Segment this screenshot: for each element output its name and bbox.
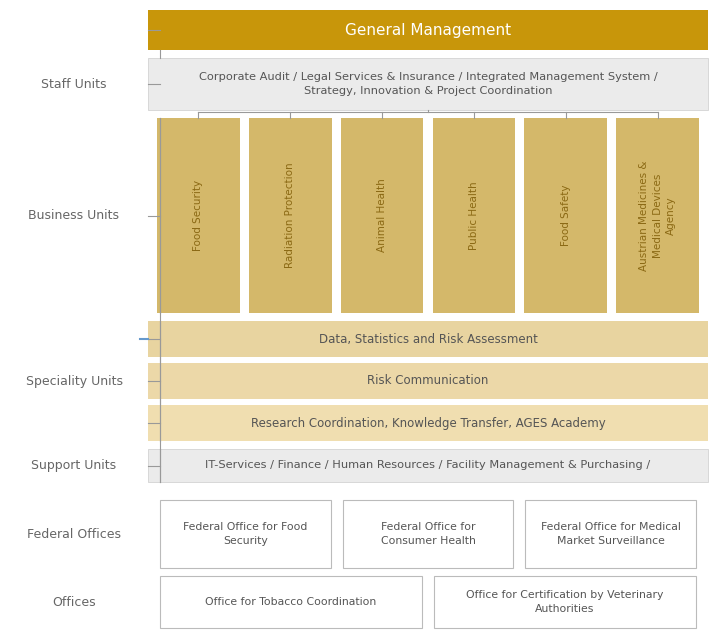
Text: Federal Office for
Consumer Health: Federal Office for Consumer Health [381,522,475,546]
Text: Speciality Units: Speciality Units [25,375,122,387]
Bar [148,449,708,482]
Text: Business Units: Business Units [29,209,120,222]
Text: Data, Statistics and Risk Assessment: Data, Statistics and Risk Assessment [318,332,537,346]
Bar [343,500,513,568]
Bar [160,500,330,568]
Text: Support Units: Support Units [32,459,117,472]
Text: Risk Communication: Risk Communication [367,375,489,387]
Text: Public Health: Public Health [469,181,479,250]
Bar [160,576,422,628]
Text: Offices: Offices [52,595,96,609]
Text: Austrian Medicines &
Medical Devices
Agency: Austrian Medicines & Medical Devices Age… [639,161,676,270]
Text: Food Security: Food Security [194,180,204,251]
Bar [148,363,708,399]
Bar [148,405,708,441]
Bar [148,321,708,357]
Bar [616,118,699,313]
Bar [526,500,696,568]
Text: Staff Units: Staff Units [41,78,107,90]
Text: Federal Office for Medical
Market Surveillance: Federal Office for Medical Market Survei… [541,522,680,546]
Text: Federal Office for Food
Security: Federal Office for Food Security [183,522,307,546]
Bar [148,58,708,110]
Text: Office for Certification by Veterinary
Authorities: Office for Certification by Veterinary A… [467,590,664,614]
Text: Office for Tobacco Coordination: Office for Tobacco Coordination [205,597,377,607]
Text: Research Coordination, Knowledge Transfer, AGES Academy: Research Coordination, Knowledge Transfe… [251,416,606,430]
Bar [434,576,696,628]
Text: Radiation Protection: Radiation Protection [285,162,295,269]
Bar [148,10,708,50]
Text: Animal Health: Animal Health [377,179,387,252]
Bar [157,118,240,313]
Bar [341,118,423,313]
Bar [524,118,607,313]
Text: Federal Offices: Federal Offices [27,528,121,540]
Text: Corporate Audit / Legal Services & Insurance / Integrated Management System /
St: Corporate Audit / Legal Services & Insur… [199,72,657,96]
Bar [249,118,332,313]
Text: General Management: General Management [345,23,511,37]
Text: Food Safety: Food Safety [561,185,571,246]
Bar [433,118,516,313]
Text: IT-Services / Finance / Human Resources / Facility Management & Purchasing /: IT-Services / Finance / Human Resources … [205,461,651,470]
